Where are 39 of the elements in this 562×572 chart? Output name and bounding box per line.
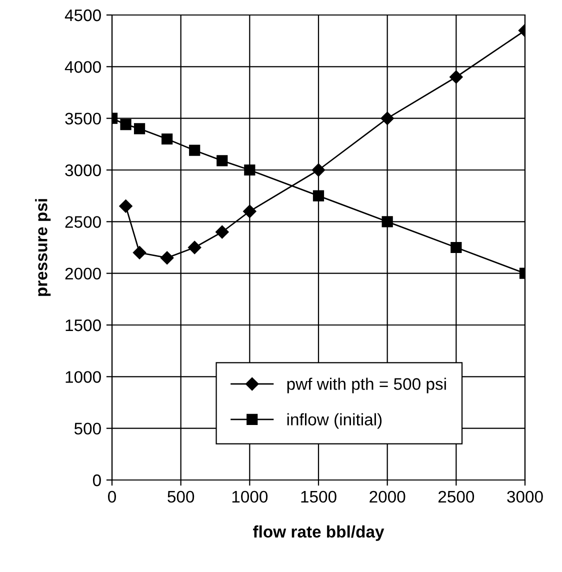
point <box>160 251 174 264</box>
point <box>120 118 132 130</box>
point <box>382 216 393 228</box>
point <box>134 123 146 134</box>
y-tick-label: 1500 <box>66 319 101 332</box>
point <box>450 242 462 254</box>
x-tick-label: 1000 <box>232 490 268 503</box>
y-tick-label: 2500 <box>65 216 101 228</box>
point <box>450 70 463 84</box>
point <box>132 246 146 260</box>
x-tick-label: 0 <box>108 490 116 503</box>
point <box>312 190 324 202</box>
legend-label: pwf with pth = 500 psi <box>287 378 446 394</box>
y-tick-label: 500 <box>74 422 101 435</box>
y-tick-label: 2000 <box>65 268 101 280</box>
y-tick-label: 3500 <box>65 112 101 125</box>
y-tick-label: 1000 <box>66 371 101 383</box>
point <box>189 144 200 156</box>
y-tick-label: 0 <box>92 474 101 486</box>
point <box>244 164 256 176</box>
point <box>312 163 326 177</box>
legend-label: inflow (initial) <box>287 413 382 429</box>
point <box>380 112 394 125</box>
y-axis-title: pressure psi <box>35 199 51 296</box>
y-tick-label: 3000 <box>65 164 101 176</box>
point <box>188 240 202 254</box>
y-tick-label: 4000 <box>64 61 101 73</box>
x-tick-label: 1500 <box>301 490 336 503</box>
point <box>119 200 132 213</box>
point <box>216 155 228 166</box>
x-tick-label: 500 <box>168 490 194 503</box>
x-tick-label: 2000 <box>370 490 406 503</box>
y-tick-label: 4500 <box>64 9 101 22</box>
point <box>243 204 256 218</box>
x-tick-label: 2500 <box>438 490 474 503</box>
x-tick-label: 3000 <box>507 490 543 503</box>
x-axis-title: flow rate bbl/day <box>253 525 384 541</box>
point <box>162 133 173 145</box>
point <box>216 225 229 239</box>
